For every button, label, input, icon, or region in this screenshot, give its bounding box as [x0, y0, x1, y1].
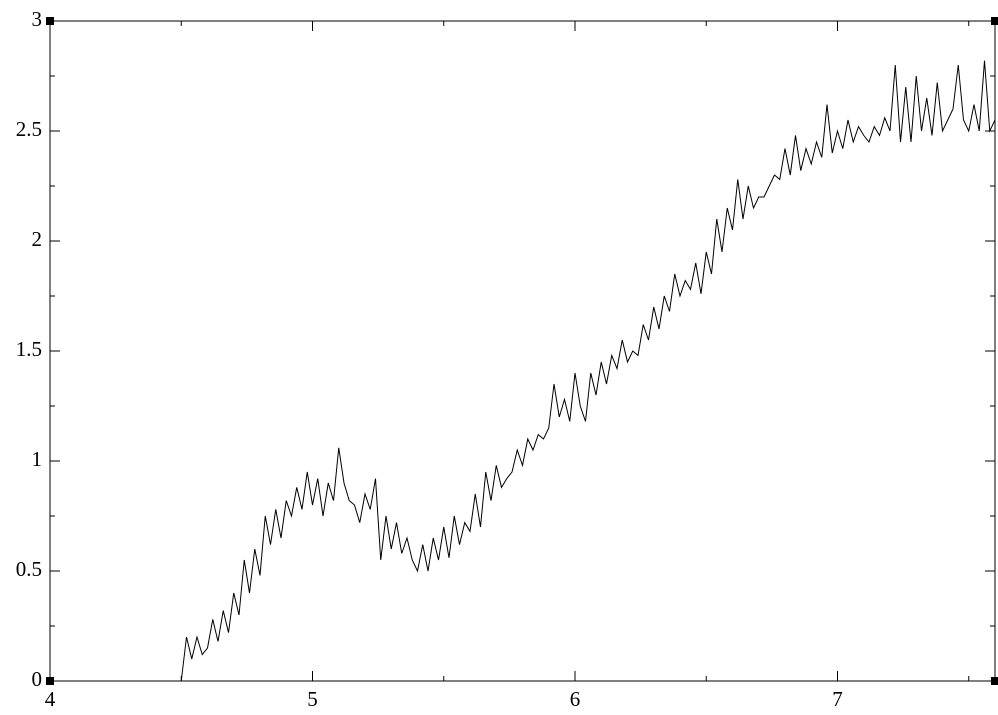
x-tick-label: 5 — [307, 687, 318, 711]
x-tick-label: 7 — [832, 687, 843, 711]
x-tick-label: 4 — [45, 687, 56, 711]
corner-handle — [991, 17, 998, 25]
x-tick-label: 6 — [570, 687, 581, 711]
y-tick-label: 1 — [32, 447, 43, 471]
y-tick-label: 0 — [32, 667, 43, 691]
corner-handle — [991, 677, 998, 685]
y-tick-label: 1.5 — [16, 337, 42, 361]
y-tick-label: 0.5 — [16, 557, 42, 581]
y-tick-label: 2.5 — [16, 117, 42, 141]
data-line — [180, 60, 996, 682]
plot-frame — [49, 20, 996, 682]
y-tick-label: 2 — [32, 227, 43, 251]
y-tick-label: 3 — [32, 7, 43, 31]
corner-handle — [46, 677, 54, 685]
corner-handle — [46, 17, 54, 25]
